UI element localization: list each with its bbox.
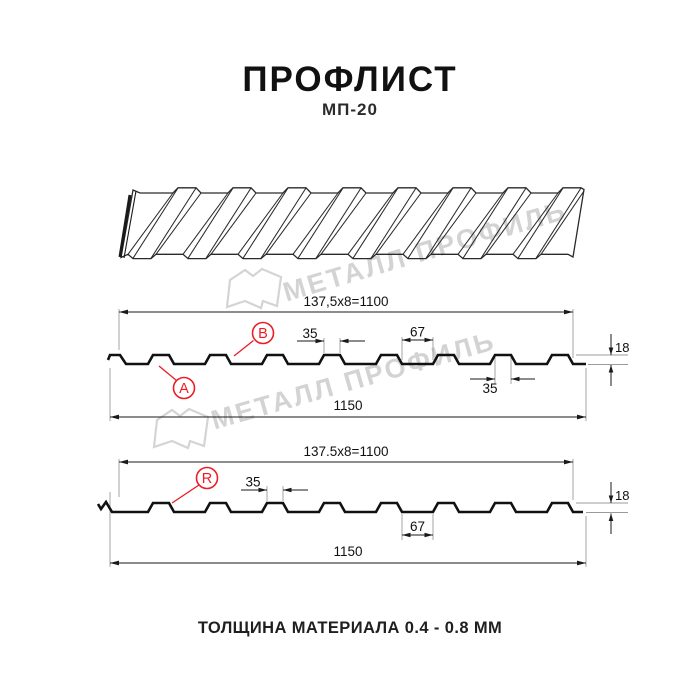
profile-bottom-outline xyxy=(96,499,583,514)
dimension-arrows xyxy=(110,309,614,420)
dim-full-width: 1150 xyxy=(333,544,362,559)
material-thickness-note: ТОЛЩИНА МАТЕРИАЛА 0.4 - 0.8 ММ xyxy=(197,619,503,637)
dim-rib-gap: 67 xyxy=(410,325,425,340)
dim-rib-top: 35 xyxy=(245,475,260,490)
dimension-arrows xyxy=(110,459,614,566)
sheet-outline xyxy=(120,187,585,260)
profile-bottom-drawing: 137.5x8=1100 35 67 18 1150 R xyxy=(96,444,629,567)
dim-height: 18 xyxy=(615,340,629,355)
dim-rib-bottom: 35 xyxy=(482,381,497,396)
dim-working-width: 137.5x8=1100 xyxy=(304,444,389,459)
dim-rib-top: 35 xyxy=(302,326,317,341)
profile-top-outline xyxy=(106,353,586,366)
rib-lines xyxy=(127,187,585,259)
side-label-r xyxy=(171,466,219,504)
side-label-b xyxy=(233,321,275,357)
dim-full-width: 1150 xyxy=(333,398,362,413)
sheet-3d-view xyxy=(118,187,585,260)
dim-rib-gap: 67 xyxy=(410,519,425,534)
side-label-b-letter: B xyxy=(258,326,268,342)
product-model: МП-20 xyxy=(322,100,378,119)
sheet-cut-edge xyxy=(118,190,137,259)
dim-working-width: 137,5x8=1100 xyxy=(304,294,389,309)
extension-lines xyxy=(109,459,628,567)
profile-top-drawing: 137,5x8=1100 35 67 35 18 1150 B A xyxy=(106,294,629,421)
side-label-a-letter: A xyxy=(179,381,189,397)
page-title: ПРОФЛИСТ xyxy=(242,60,458,99)
side-label-r-letter: R xyxy=(202,471,212,487)
dim-height: 18 xyxy=(615,488,629,503)
brand-logo-icon xyxy=(225,267,283,310)
side-label-a xyxy=(158,365,196,400)
